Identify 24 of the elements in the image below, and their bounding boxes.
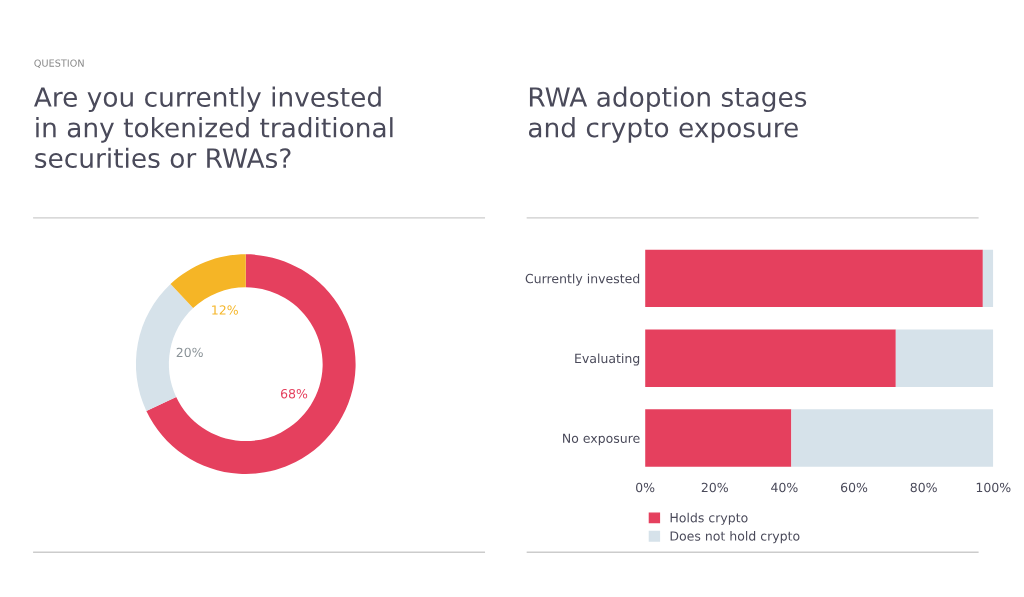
chart-title: RWA adoption stages and crypto exposure (528, 86, 807, 143)
bar (645, 329, 896, 387)
x-tick-label: 60% (841, 482, 868, 493)
y-tick-label: Currently invested (525, 273, 640, 286)
donut-slice (146, 254, 356, 474)
data-label: 20% (176, 347, 203, 358)
chart-title: Are you currently invested in any tokenized traditional securities or RWAs? (34, 86, 393, 169)
bar (791, 409, 994, 467)
x-tick-label: 20% (701, 482, 728, 493)
x-tick-label: 80% (910, 482, 937, 493)
bar (645, 409, 792, 467)
x-tick-label: 100% (976, 482, 1011, 493)
y-tick-label: No exposure (563, 433, 640, 446)
data-label: 68% (280, 388, 308, 399)
legend-label: Holds crypto (670, 512, 748, 525)
x-tick-label: 40% (771, 482, 798, 493)
x-tick-label: 0% (636, 482, 655, 493)
legend-label: Does not hold crypto (670, 531, 800, 544)
data-label: 12% (212, 305, 238, 315)
text: QUESTION (34, 59, 84, 68)
bar (895, 329, 994, 387)
bar (982, 249, 994, 308)
y-tick-label: Evaluating (575, 353, 640, 366)
bar (645, 249, 983, 308)
